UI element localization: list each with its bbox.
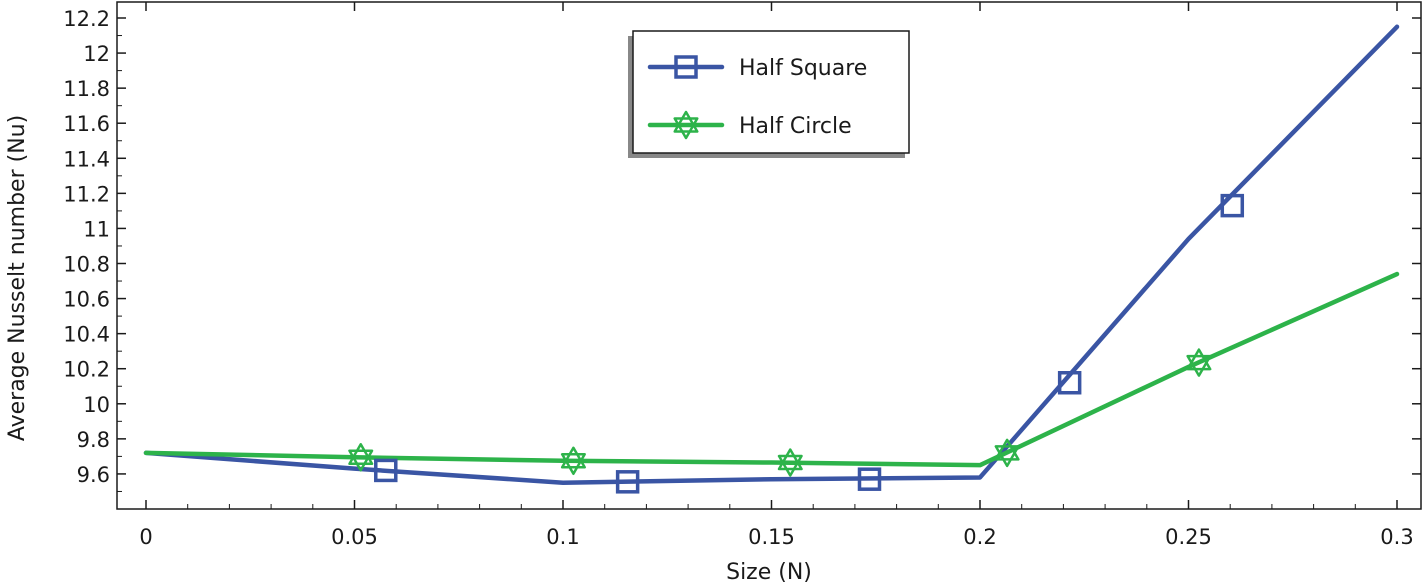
legend-label-half-circle: Half Circle xyxy=(739,114,852,139)
y-tick-label: 10.2 xyxy=(63,358,110,382)
x-axis: 0 0.05 0.1 0.15 0.2 0.25 0.3 xyxy=(139,2,1414,549)
x-tick-label: 0.25 xyxy=(1165,525,1212,549)
x-tick-label: 0.05 xyxy=(331,525,378,549)
data-point-half-circle xyxy=(994,438,1020,468)
x-tick-label: 0.15 xyxy=(748,525,795,549)
data-point-half-square xyxy=(615,470,640,494)
y-tick-label: 9.8 xyxy=(77,428,110,452)
x-tick-label: 0.1 xyxy=(546,525,579,549)
data-point-half-circle xyxy=(777,448,803,477)
y-tick-label: 10.8 xyxy=(63,253,110,277)
y-tick-label: 9.6 xyxy=(77,463,110,487)
y-tick-label: 10.4 xyxy=(63,323,110,347)
series-layer xyxy=(143,24,1400,494)
x-tick-label: 0 xyxy=(139,525,152,549)
y-tick-label: 10.6 xyxy=(63,288,110,312)
y-tick-label: 12 xyxy=(83,42,110,66)
data-point-half-circle xyxy=(560,446,586,476)
legend-marker-half-square xyxy=(674,55,698,79)
y-tick-label: 11 xyxy=(83,217,110,241)
data-point-half-square xyxy=(1057,370,1082,395)
y-tick-label: 11.8 xyxy=(63,77,110,101)
y-tick-label: 11.6 xyxy=(63,112,110,136)
y-axis-title: Average Nusselt number (Nu) xyxy=(5,115,30,441)
data-point-half-square xyxy=(1220,193,1245,218)
data-point-half-square xyxy=(857,467,882,491)
legend: Half Square Half Circle xyxy=(628,30,910,158)
data-point-half-circle xyxy=(348,443,374,472)
y-tick-label: 12.2 xyxy=(63,7,110,31)
x-tick-label: 0.3 xyxy=(1380,525,1413,549)
y-tick-label: 11.4 xyxy=(63,147,110,171)
y-tick-label: 10 xyxy=(83,393,110,417)
legend-label-half-square: Half Square xyxy=(739,56,867,81)
legend-marker-half-circle xyxy=(673,110,699,140)
x-axis-title: Size (N) xyxy=(726,560,812,584)
data-point-half-circle xyxy=(1186,348,1212,377)
y-axis: 9.6 9.8 10 10.2 10.4 10.6 10.8 11 11.2 11.4 11.6 11… xyxy=(63,7,1421,492)
data-point-half-square xyxy=(374,458,398,483)
x-tick-label: 0.2 xyxy=(963,525,996,549)
y-tick-label: 11.2 xyxy=(63,182,110,206)
series-line-half-square xyxy=(143,24,1400,485)
